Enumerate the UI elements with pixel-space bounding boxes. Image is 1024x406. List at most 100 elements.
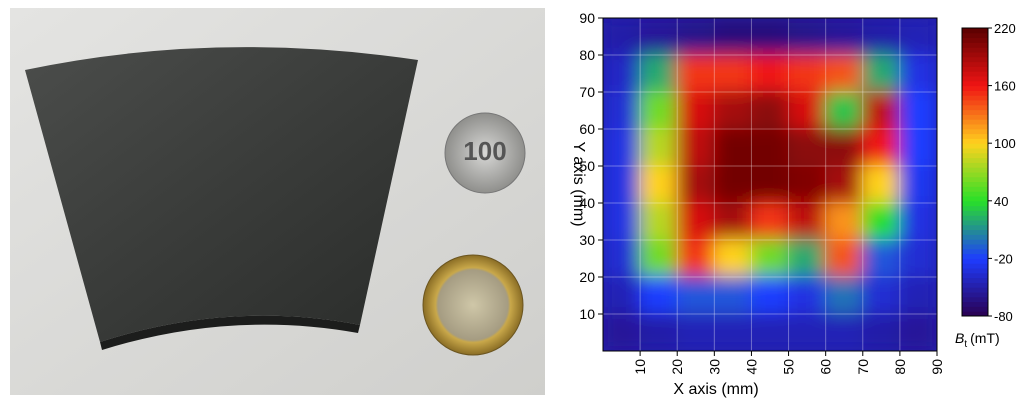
colorbar-tick-label: 100 — [994, 136, 1016, 151]
heat-cell — [750, 18, 790, 56]
colorbar-step — [962, 100, 988, 106]
colorbar-step — [962, 210, 988, 216]
x-tick-label: 10 — [632, 359, 648, 375]
colorbar-label: Bt (mT) — [955, 330, 1000, 350]
colorbar-step — [962, 157, 988, 163]
heat-cell — [639, 165, 679, 204]
colorbar-step — [962, 80, 988, 87]
colorbar-tick-label: 160 — [994, 79, 1016, 94]
colorbar-step — [962, 258, 988, 264]
heat-cell — [824, 128, 864, 167]
field-cells — [603, 18, 937, 351]
colorbar-step — [962, 263, 988, 269]
colorbar-step — [962, 152, 988, 159]
colorbar-step — [962, 95, 988, 101]
heat-cell — [861, 239, 901, 278]
heat-cell — [603, 239, 642, 278]
heat-cell — [676, 239, 716, 278]
colorbar-step — [962, 296, 988, 303]
heat-cell — [898, 276, 937, 315]
colorbar-step — [962, 282, 988, 288]
colorbar-step — [962, 186, 988, 192]
y-tick-label: 30 — [579, 232, 595, 248]
colorbar-step — [962, 191, 988, 197]
colorbar-tick-label: 40 — [994, 194, 1008, 209]
colorbar-step — [962, 104, 988, 111]
colorbar-step — [962, 229, 988, 235]
heat-cell — [750, 91, 790, 130]
heat-cell — [639, 202, 679, 241]
colorbar-step — [962, 244, 988, 250]
heat-cell — [603, 54, 642, 93]
colorbar-step — [962, 301, 988, 307]
heat-cell — [639, 91, 679, 130]
colorbar-label-symbol: B — [955, 330, 964, 346]
heat-cell — [898, 313, 937, 351]
heat-cell — [639, 239, 679, 278]
heat-cell — [898, 54, 937, 93]
heat-cell — [713, 128, 753, 167]
heat-cell — [750, 276, 790, 315]
heat-cell — [713, 54, 753, 93]
heat-cell — [787, 18, 827, 56]
coin-text: 100 — [463, 136, 506, 166]
heat-cell — [676, 165, 716, 204]
heat-cell — [787, 239, 827, 278]
heat-cell — [639, 276, 679, 315]
colorbar-step — [962, 306, 988, 312]
heat-cell — [713, 313, 753, 351]
colorbar-step — [962, 311, 988, 317]
colorbar-step — [962, 215, 988, 221]
colorbar-step — [962, 148, 988, 154]
colorbar-step — [962, 114, 988, 120]
x-tick-label: 70 — [855, 359, 871, 375]
colorbar-step — [962, 181, 988, 187]
colorbar-step — [962, 109, 988, 115]
heat-cell — [603, 91, 642, 130]
colorbar-step — [962, 133, 988, 139]
heat-cell — [861, 18, 901, 56]
heat-cell — [676, 54, 716, 93]
heat-cell — [824, 54, 864, 93]
colorbar-step — [962, 61, 988, 67]
heat-cell — [898, 128, 937, 167]
plot-frame — [602, 17, 938, 352]
colorbar-step — [962, 196, 988, 202]
plot: 10 20 30 40 50 60 70 80 90 10 20 30 40 50 60 70 80 90 — [579, 10, 945, 375]
heat-cell — [787, 276, 827, 315]
colorbar-step — [962, 128, 988, 135]
colorbar-step — [962, 272, 988, 279]
heat-cell — [713, 91, 753, 130]
heat-cell — [676, 91, 716, 130]
heat-cell — [639, 313, 679, 351]
y-tick-label: 50 — [579, 158, 595, 174]
heat-cell — [713, 165, 753, 204]
heat-cell — [639, 128, 679, 167]
colorbar-step — [962, 143, 988, 149]
colorbar-step — [962, 268, 988, 274]
colorbar-step — [962, 37, 988, 43]
colorbar-step — [962, 52, 988, 58]
heat-cell — [603, 276, 642, 315]
colorbar-step — [962, 287, 988, 293]
colorbar-step — [962, 162, 988, 168]
heat-cell — [824, 18, 864, 56]
colorbar-step — [962, 200, 988, 207]
yen-coin — [444, 112, 526, 194]
colorbar-step — [962, 66, 988, 72]
colorbar-tick-label: 220 — [994, 21, 1016, 36]
heat-cell — [824, 165, 864, 204]
colorbar-step — [962, 167, 988, 173]
heat-cell — [824, 276, 864, 315]
heat-cell — [676, 202, 716, 241]
heat-cell — [750, 54, 790, 93]
heat-cell — [676, 128, 716, 167]
x-tick-label: 60 — [818, 359, 834, 375]
heat-cell — [861, 165, 901, 204]
colorbar-step — [962, 76, 988, 82]
colorbar-step — [962, 239, 988, 245]
heat-cell — [676, 276, 716, 315]
colorbar-step — [962, 71, 988, 77]
colorbar-step — [962, 224, 988, 231]
heat-cell — [676, 313, 716, 351]
